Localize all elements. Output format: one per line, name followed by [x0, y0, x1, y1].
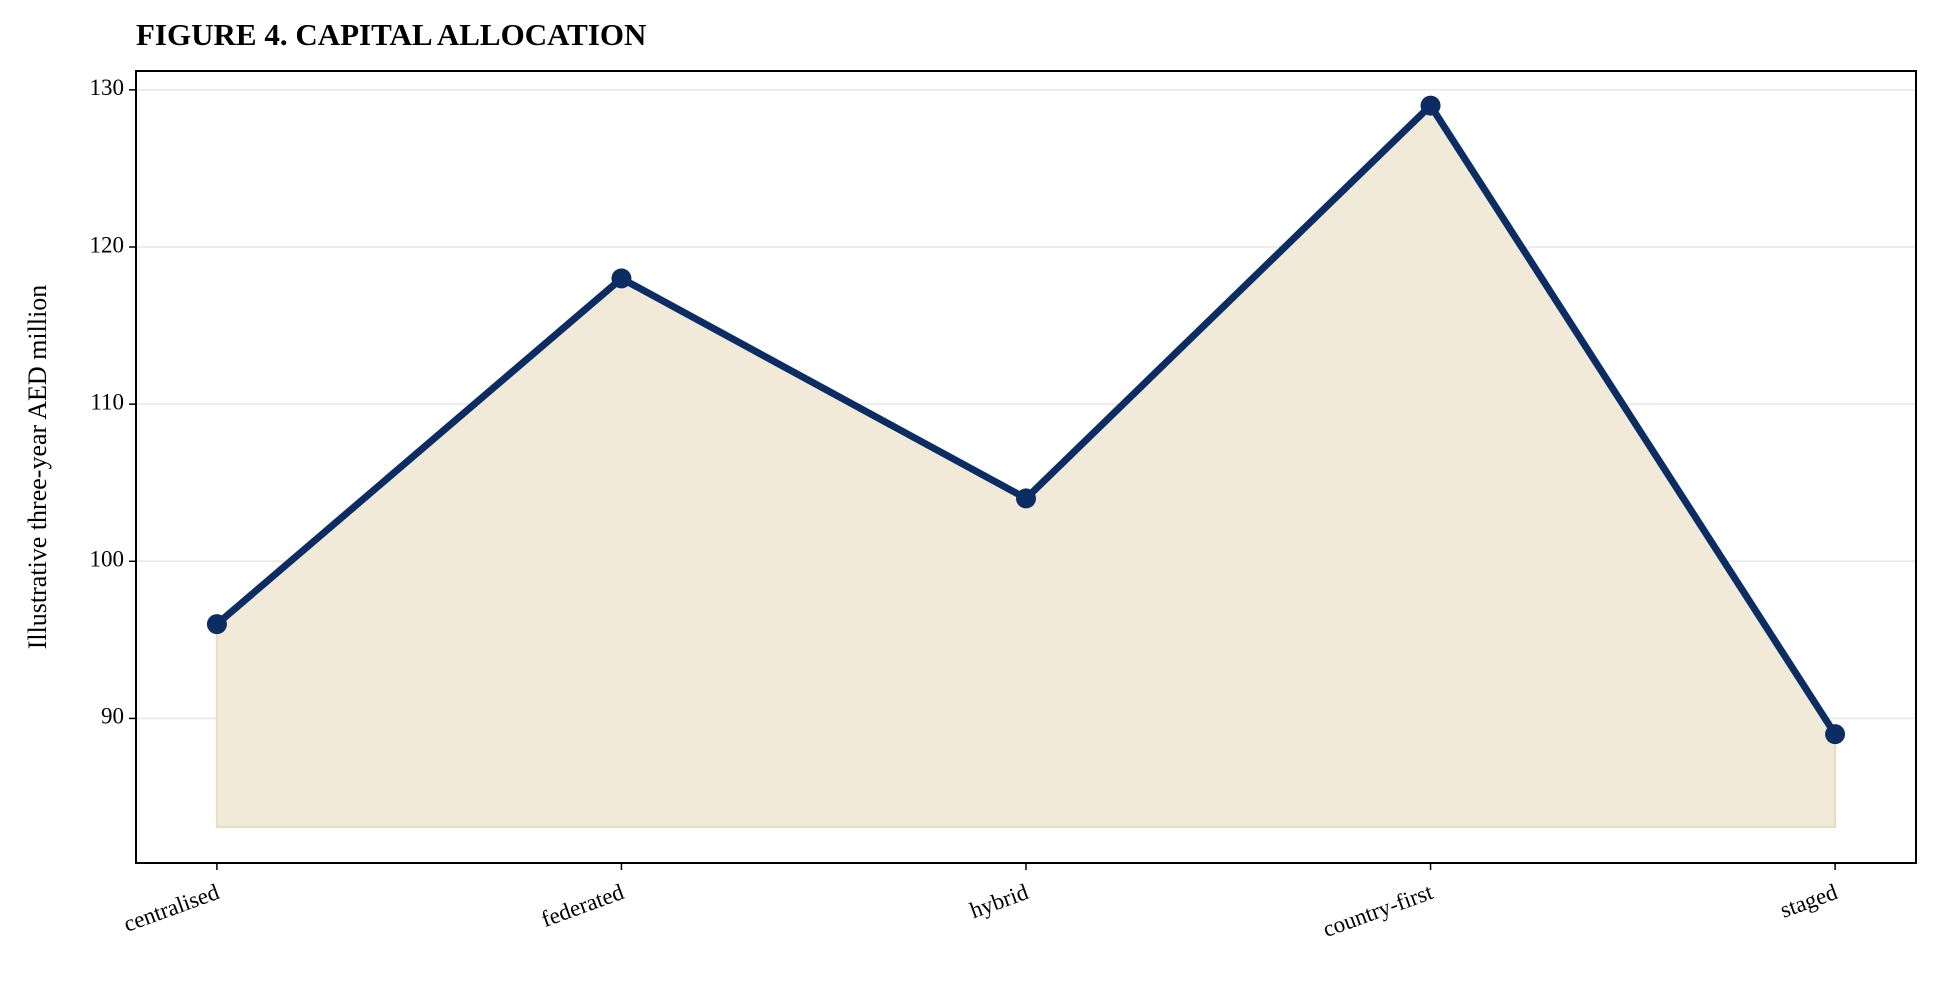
x-tick-label: hybrid: [967, 879, 1032, 923]
x-tick-label: federated: [538, 879, 627, 932]
marker: [611, 268, 632, 289]
marker: [206, 614, 227, 635]
marker: [1420, 95, 1441, 116]
y-axis-label: Illustrative three-year AED million: [23, 285, 52, 650]
y-tick-label: 110: [90, 389, 124, 414]
y-tick-label: 90: [101, 704, 124, 729]
y-tick-label: 130: [90, 75, 125, 100]
y-tick-label: 100: [90, 547, 125, 572]
x-tick-label: staged: [1777, 879, 1841, 923]
area: [215, 104, 1837, 828]
marker: [1016, 488, 1036, 509]
marker: [1825, 724, 1846, 745]
x-tick-label: centralised: [120, 879, 223, 937]
plot-frame: [135, 70, 1917, 864]
y-tick-label: 120: [90, 232, 125, 257]
x-tick-label: country-first: [1319, 879, 1436, 942]
chart-title: FIGURE 4. CAPITAL ALLOCATION: [136, 17, 646, 52]
